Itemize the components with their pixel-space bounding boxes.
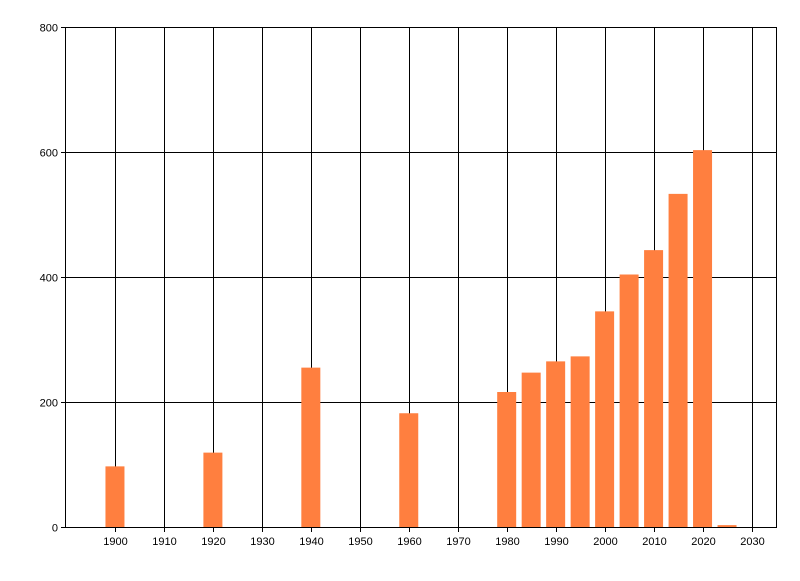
axis-layer: 0 200 400 600 800 1900 1910 1920 1930 1940 1950 196… [40,23,777,548]
bar-2015 [668,193,688,527]
x-tick-label: 1990 [544,536,568,548]
bar-1960 [399,413,419,527]
bar-1980 [497,392,517,527]
y-tick-label: 600 [40,148,58,160]
bar-layer [105,150,737,527]
x-tick-label: 1970 [446,536,470,548]
x-tick-label: 1940 [299,536,323,548]
bar-1985 [521,372,541,527]
bar-2020 [693,150,713,527]
y-tick-label: 800 [40,23,58,35]
x-tick-label: 1900 [103,536,127,548]
x-tick-label: 2000 [593,536,617,548]
bar-2005 [619,274,639,527]
bar-2000 [595,311,615,527]
bar-1920 [203,452,223,527]
x-tick-label: 1980 [495,536,519,548]
bar-1995 [570,356,590,527]
bar-2010 [644,250,664,527]
x-tick-label: 1920 [201,536,225,548]
y-tick-label: 400 [40,273,58,285]
y-tick-label: 0 [52,523,58,535]
bar-1990 [546,361,566,527]
y-tick-label: 200 [40,398,58,410]
x-tick-label: 1960 [397,536,421,548]
x-tick-label: 1930 [250,536,274,548]
x-tick-label: 2020 [691,536,715,548]
x-tick-label: 2010 [642,536,666,548]
bar-1900 [105,466,125,527]
x-tick-label: 1910 [152,536,176,548]
x-tick-label: 2030 [740,536,764,548]
bar-2025 [717,525,737,527]
bar-1940 [301,367,321,527]
x-tick-label: 1950 [348,536,372,548]
